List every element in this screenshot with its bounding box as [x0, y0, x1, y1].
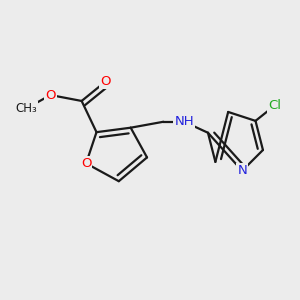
Text: Cl: Cl	[268, 99, 281, 112]
Text: O: O	[100, 75, 111, 88]
Text: O: O	[81, 157, 91, 170]
Text: N: N	[237, 164, 247, 177]
Text: NH: NH	[174, 115, 194, 128]
Text: CH₃: CH₃	[16, 102, 38, 115]
Text: O: O	[45, 88, 56, 101]
